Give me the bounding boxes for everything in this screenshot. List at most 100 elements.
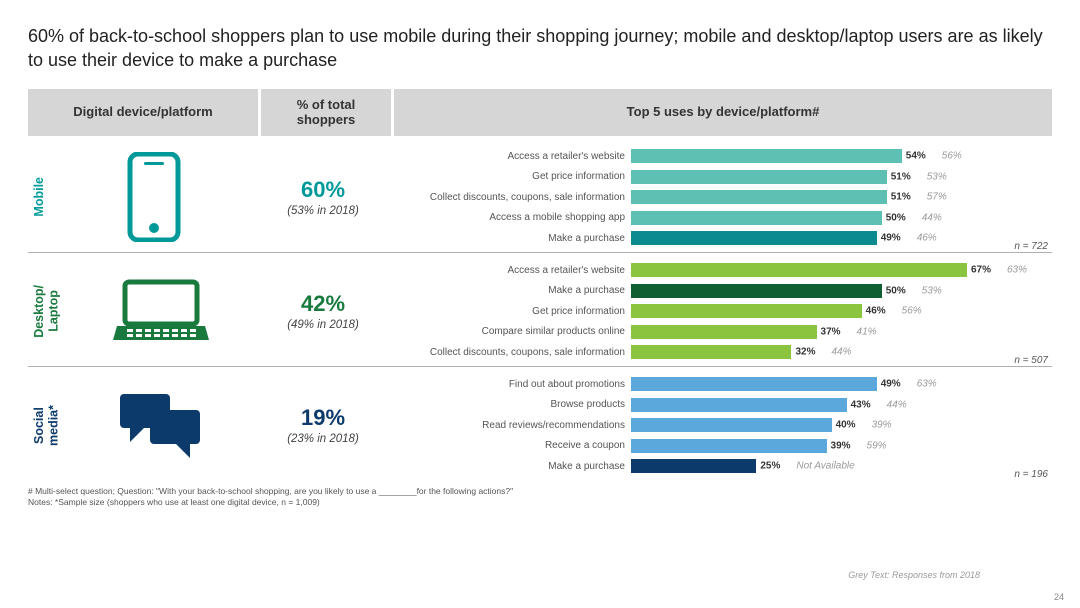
bar-value: 40% <box>836 420 856 431</box>
bar-value: 67% <box>971 265 991 276</box>
bar-row: Access a mobile shopping app 50% 44% <box>391 209 982 227</box>
bar-row: Get price information 51% 53% <box>391 168 982 186</box>
header-pct: % of total shoppers <box>261 89 391 136</box>
bar-value: 25% <box>760 461 780 472</box>
pct-main-social: 19% <box>301 405 345 431</box>
bar-label: Read reviews/recommendations <box>391 420 631 431</box>
bar-fill <box>631 231 877 245</box>
bar-prev-value: 53% <box>927 171 947 182</box>
pct-sub-desktop: (49% in 2018) <box>287 319 359 331</box>
bar-fill <box>631 439 827 453</box>
pct-sub-social: (23% in 2018) <box>287 433 359 445</box>
bar-fill <box>631 325 817 339</box>
footnote-1: # Multi-select question; Question: "With… <box>28 486 1052 497</box>
bar-value: 54% <box>906 151 926 162</box>
bar-row: Make a purchase 50% 53% <box>391 282 982 300</box>
bar-fill <box>631 398 847 412</box>
bar-fill <box>631 263 967 277</box>
bar-prev-value: 63% <box>1007 265 1027 276</box>
footnote-2: Notes: *Sample size (shoppers who use at… <box>28 497 1052 508</box>
bar-label: Make a purchase <box>391 285 631 296</box>
bar-row: Collect discounts, coupons, sale informa… <box>391 188 982 206</box>
bar-label: Find out about promotions <box>391 379 631 390</box>
bar-value: 46% <box>866 306 886 317</box>
bar-fill <box>631 149 902 163</box>
bar-prev-value: 39% <box>872 420 892 431</box>
group-label-desktop: Desktop/ Laptop <box>28 285 65 338</box>
bar-label: Get price information <box>391 306 631 317</box>
bar-fill <box>631 304 862 318</box>
bar-value: 43% <box>851 399 871 410</box>
bar-value: 50% <box>886 212 906 223</box>
bar-fill <box>631 284 882 298</box>
chart-social: Find out about promotions 49% 63% Browse pr… <box>391 371 1052 480</box>
bar-value: 50% <box>886 285 906 296</box>
group-label-social: Social media* <box>28 405 65 446</box>
bar-row: Access a retailer's website67%63% <box>391 261 982 279</box>
chart-desktop: Access a retailer's website67%63%Make a … <box>391 257 1052 366</box>
bar-row: Find out about promotions 49% 63% <box>391 375 982 393</box>
bar-fill <box>631 170 887 184</box>
bar-prev-value: 44% <box>922 212 942 223</box>
pct-sub-mobile: (53% in 2018) <box>287 205 359 217</box>
bar-prev-value: 56% <box>902 306 922 317</box>
bar-label: Browse products <box>391 399 631 410</box>
bar-label: Access a retailer's website <box>391 151 631 162</box>
laptop-icon <box>65 276 258 346</box>
pct-main-desktop: 42% <box>301 291 345 317</box>
bar-fill <box>631 190 887 204</box>
bar-row: Get price information 46% 56% <box>391 302 982 320</box>
bar-row: Read reviews/recommendations 40% 39% <box>391 416 982 434</box>
page-number: 24 <box>1054 592 1064 602</box>
chart-mobile: Access a retailer's website 54% 56% Get pri… <box>391 143 1052 252</box>
bar-prev-value: Not Available <box>796 461 854 472</box>
table-header-row: Digital device/platform % of total shopp… <box>28 89 1052 139</box>
grey-text-note: Grey Text: Responses from 2018 <box>848 570 980 580</box>
bar-row: Compare similar products online37%41% <box>391 323 982 341</box>
group-label-mobile: Mobile <box>28 177 50 217</box>
bar-value: 51% <box>891 171 911 182</box>
bar-prev-value: 53% <box>922 285 942 296</box>
bar-value: 37% <box>821 326 841 337</box>
bar-label: Collect discounts, coupons, sale informa… <box>391 347 631 358</box>
bar-fill <box>631 377 877 391</box>
bar-label: Make a purchase <box>391 233 631 244</box>
n-label-desktop: n = 507 <box>1014 355 1048 366</box>
bar-row: Make a purchase 49% 46% <box>391 229 982 247</box>
bar-value: 32% <box>795 347 815 358</box>
bar-prev-value: 63% <box>917 379 937 390</box>
bar-value: 51% <box>891 192 911 203</box>
bar-label: Collect discounts, coupons, sale informa… <box>391 192 631 203</box>
bar-prev-value: 44% <box>887 399 907 410</box>
bar-label: Access a retailer's website <box>391 265 631 276</box>
group-mobile: Mobile 60% (53% in 2018) Access a retailer'… <box>28 139 1052 253</box>
n-label-mobile: n = 722 <box>1014 241 1048 252</box>
bar-row: Access a retailer's website 54% 56% <box>391 147 982 165</box>
bar-fill <box>631 211 882 225</box>
bar-value: 49% <box>881 233 901 244</box>
group-desktop: Desktop/ Laptop 42% (49% in 2018) Access a … <box>28 253 1052 367</box>
bar-value: 39% <box>831 440 851 451</box>
bar-prev-value: 46% <box>917 233 937 244</box>
bar-prev-value: 44% <box>831 347 851 358</box>
pct-main-mobile: 60% <box>301 177 345 203</box>
bar-prev-value: 57% <box>927 192 947 203</box>
bar-row: Browse products 43% 44% <box>391 396 982 414</box>
bar-label: Access a mobile shopping app <box>391 212 631 223</box>
bar-fill <box>631 345 791 359</box>
bar-label: Receive a coupon <box>391 440 631 451</box>
bar-row: Collect discounts, coupons, sale informa… <box>391 343 982 361</box>
bar-row: Receive a coupon 39% 59% <box>391 437 982 455</box>
bar-row: Make a purchase 25% Not Available <box>391 457 982 475</box>
slide-headline: 60% of back-to-school shoppers plan to u… <box>28 24 1052 73</box>
header-uses: Top 5 uses by device/platform# <box>394 89 1052 136</box>
bar-value: 49% <box>881 379 901 390</box>
bar-prev-value: 59% <box>867 440 887 451</box>
mobile-icon <box>50 152 258 242</box>
header-device: Digital device/platform <box>28 89 258 136</box>
footnotes: # Multi-select question; Question: "With… <box>28 486 1052 509</box>
bar-label: Get price information <box>391 171 631 182</box>
bar-prev-value: 56% <box>942 151 962 162</box>
bar-label: Make a purchase <box>391 461 631 472</box>
bar-label: Compare similar products online <box>391 326 631 337</box>
